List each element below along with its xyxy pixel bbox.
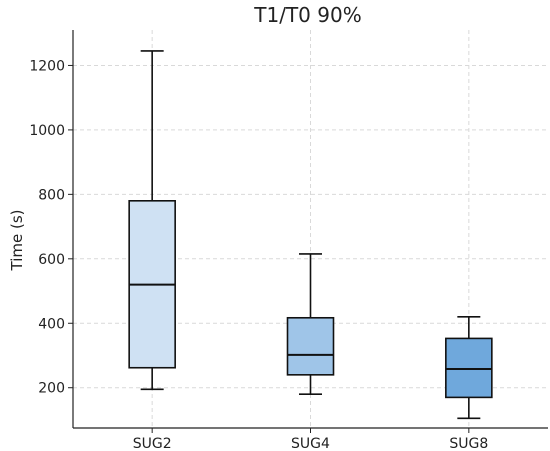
chart-title: T1/T0 90% <box>253 3 361 27</box>
x-tick-label: SUG8 <box>449 436 488 451</box>
y-tick-label: 200 <box>38 381 65 397</box>
y-tick-label: 1200 <box>29 58 65 74</box>
x-tick-label: SUG4 <box>291 436 330 451</box>
axes <box>68 30 548 433</box>
x-tick-label: SUG2 <box>133 436 172 451</box>
y-tick-label: 800 <box>38 187 65 203</box>
y-tick-label: 600 <box>38 252 65 268</box>
y-axis-label: Time (s) <box>8 210 26 272</box>
box-sug8 <box>445 337 493 399</box>
boxes-group <box>128 50 493 420</box>
y-tick-label: 400 <box>38 316 65 332</box>
y-tick-label: 1000 <box>29 123 65 139</box>
tick-labels: 200 400 600 800 1000 1200 SUG2 SUG4 SUG8 <box>29 58 488 451</box>
box-sug4 <box>286 316 335 376</box>
